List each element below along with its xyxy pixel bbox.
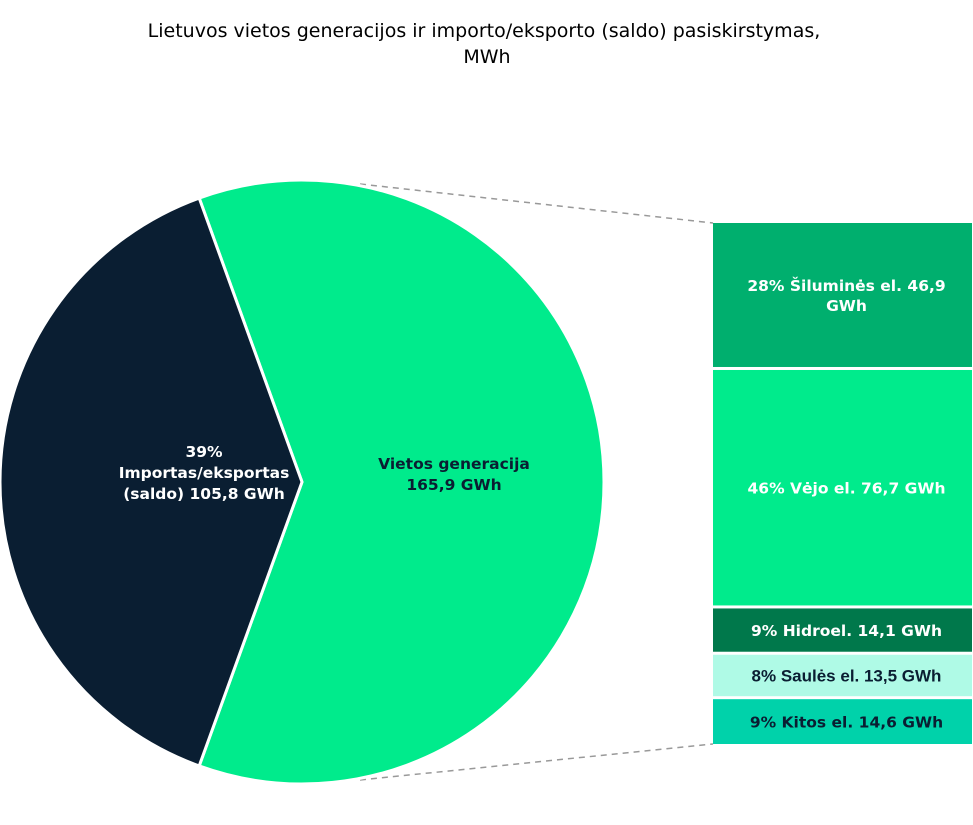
pie: Vietos generacija 165,9 GWh 39% Importas/ek… — [0, 178, 606, 786]
pie-label-importas-eksportas-line: 39% — [185, 443, 223, 461]
pie-label-importas-eksportas: 39% Importas/eksportas (saldo) 105,8 GWh — [119, 443, 290, 503]
pie-label-importas-eksportas-line: Importas/eksportas — [119, 464, 290, 482]
bar-segment-3 — [713, 654, 972, 697]
bar-segment-1 — [713, 369, 972, 606]
bar-label-1: 46% Vėjo el. 76,7 GWh — [748, 480, 946, 498]
chart-title-line-2: MWh — [463, 46, 510, 68]
bar-segment-4 — [713, 699, 972, 744]
pie-label-vietos-generacija-line: Vietos generacija — [378, 455, 530, 473]
chart-title-line-1: Lietuvos vietos generacijos ir importo/e… — [148, 20, 821, 42]
connector-lines — [359, 183, 714, 781]
bar-label-3-line: 8% Saulės el. 13,5 GWh — [752, 666, 942, 685]
bar-label-0-line: 28% Šiluminės el. 46,9 — [747, 276, 945, 295]
bar-label-4-line: 9% Kitos el. 14,6 GWh — [750, 714, 943, 732]
bar-segment-2 — [713, 608, 972, 652]
pie-label-vietos-generacija: Vietos generacija 165,9 GWh — [378, 455, 530, 494]
connector-line-bottom — [359, 743, 714, 781]
pie-slice-vietos-generacija — [197, 178, 606, 786]
bar-label-3: 8% Saulės el. 13,5 GWh — [752, 666, 942, 685]
pie-slice-importas-eksportas — [0, 196, 304, 768]
bar-label-0-line: GWh — [826, 297, 867, 315]
pie-label-vietos-generacija-line: 165,9 GWh — [406, 476, 501, 494]
bar-label-4: 9% Kitos el. 14,6 GWh — [750, 714, 943, 732]
pie-label-importas-eksportas-line: (saldo) 105,8 GWh — [123, 485, 285, 503]
bar-label-2-line: 9% Hidroel. 14,1 GWh — [751, 622, 942, 640]
connector-line-top — [359, 183, 714, 224]
bar-label-2: 9% Hidroel. 14,1 GWh — [751, 622, 942, 640]
chart-title: Lietuvos vietos generacijos ir importo/e… — [148, 20, 827, 68]
bar-label-0: 28% Šiluminės el. 46,9 GWh — [747, 276, 945, 315]
stacked-bar: 28% Šiluminės el. 46,9 GWh 46% Vėjo el. 76… — [713, 223, 972, 744]
bar-label-1-line: 46% Vėjo el. 76,7 GWh — [748, 480, 946, 498]
bar-segment-0 — [713, 223, 972, 367]
